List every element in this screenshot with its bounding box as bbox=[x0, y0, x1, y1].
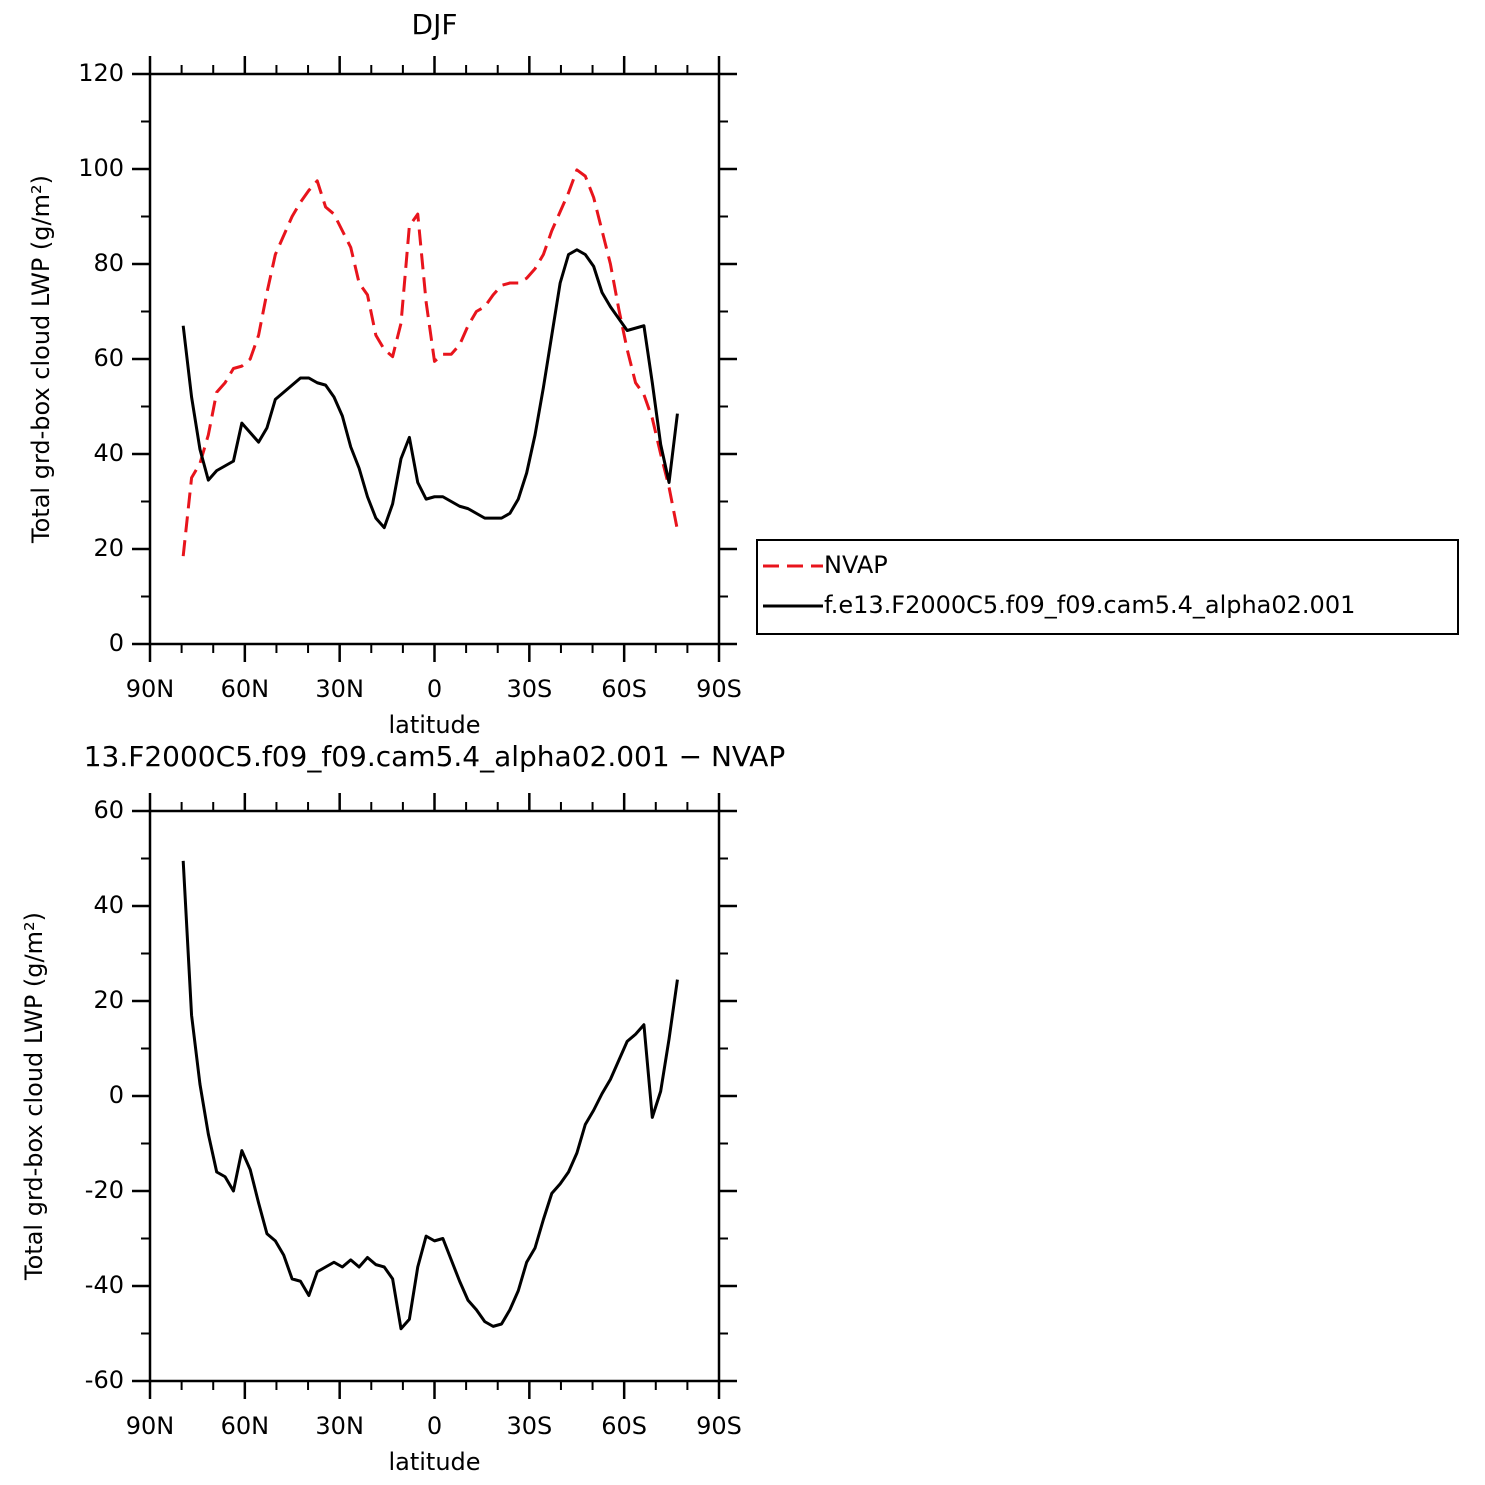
y-tick-label: 20 bbox=[93, 534, 124, 562]
legend-label: f.e13.F2000C5.f09_f09.cam5.4_alpha02.001 bbox=[824, 591, 1355, 619]
y-tick-label: -40 bbox=[85, 1271, 124, 1299]
x-tick-label: 60S bbox=[601, 1412, 647, 1440]
y-axis-label: Total grd-box cloud LWP (g/m²) bbox=[27, 175, 55, 544]
data-line bbox=[181, 248, 679, 530]
chart-title: DJF bbox=[412, 8, 458, 41]
y-tick-label: 0 bbox=[109, 1081, 124, 1109]
y-tick-label: 120 bbox=[78, 59, 124, 87]
y-tick-label: 60 bbox=[93, 796, 124, 824]
chart-title: 13.F2000C5.f09_f09.cam5.4_alpha02.001 − … bbox=[84, 740, 786, 773]
x-tick-label: 30S bbox=[506, 1412, 552, 1440]
x-tick-label: 90N bbox=[126, 1412, 175, 1440]
x-tick-label: 90N bbox=[126, 675, 175, 703]
y-tick-label: 100 bbox=[78, 154, 124, 182]
x-tick-label: 60S bbox=[601, 675, 647, 703]
y-tick-label: -60 bbox=[85, 1366, 124, 1394]
y-tick-label: 40 bbox=[93, 439, 124, 467]
data-line bbox=[181, 860, 679, 1331]
y-tick-label: 0 bbox=[109, 629, 124, 657]
y-tick-label: -20 bbox=[85, 1176, 124, 1204]
x-tick-label: 90S bbox=[696, 1412, 742, 1440]
y-tick-label: 80 bbox=[93, 249, 124, 277]
x-tick-label: 60N bbox=[221, 1412, 270, 1440]
x-tick-label: 0 bbox=[427, 675, 442, 703]
x-axis-label: latitude bbox=[388, 1448, 480, 1476]
x-tick-label: 30N bbox=[315, 675, 364, 703]
x-tick-label: 60N bbox=[221, 675, 270, 703]
legend-label: NVAP bbox=[824, 551, 888, 579]
legend-box bbox=[756, 539, 1459, 635]
x-axis-label: latitude bbox=[388, 711, 480, 739]
x-tick-label: 0 bbox=[427, 1412, 442, 1440]
y-axis-label: Total grd-box cloud LWP (g/m²) bbox=[20, 912, 48, 1281]
y-tick-label: 40 bbox=[93, 891, 124, 919]
y-tick-label: 60 bbox=[93, 344, 124, 372]
data-line bbox=[181, 168, 679, 557]
x-tick-label: 90S bbox=[696, 675, 742, 703]
y-tick-label: 20 bbox=[93, 986, 124, 1014]
plot-frame bbox=[148, 809, 721, 1383]
x-tick-label: 30N bbox=[315, 1412, 364, 1440]
x-tick-label: 30S bbox=[506, 675, 552, 703]
